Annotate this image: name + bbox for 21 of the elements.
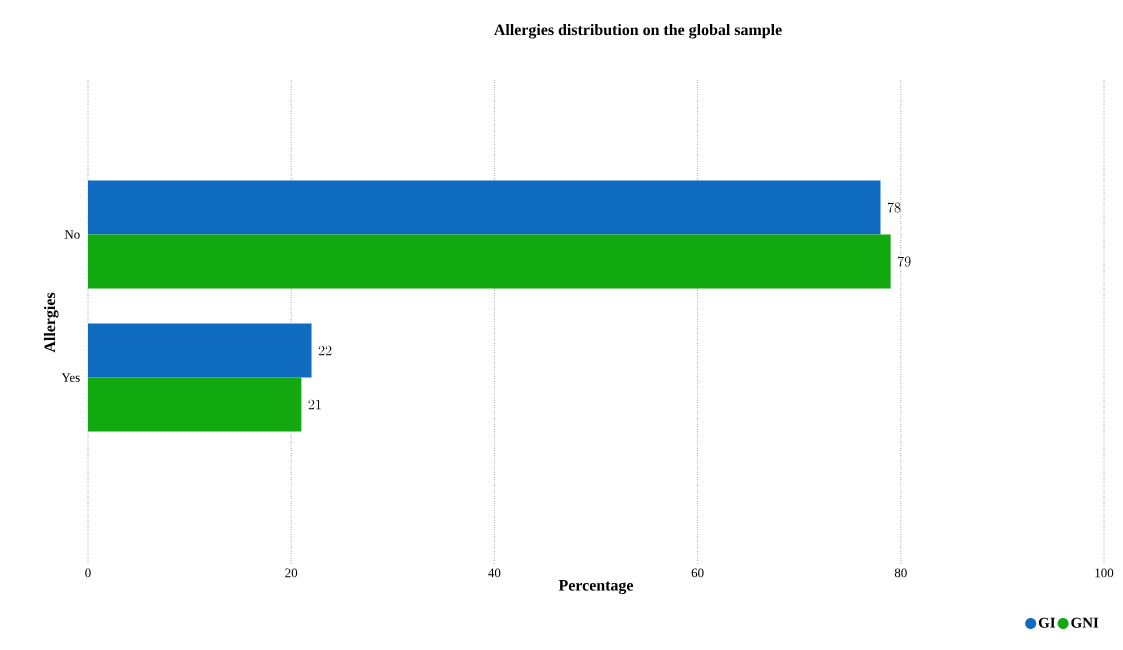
y-tick-label: No: [64, 230, 80, 239]
x-tick-label: 100: [1095, 568, 1114, 578]
x-tick-label: 40: [488, 568, 501, 578]
data-label: 21: [308, 399, 321, 410]
legend-label: GI: [1038, 617, 1056, 628]
bar: [88, 180, 881, 235]
legend-label: GNI: [1071, 617, 1099, 628]
x-axis-title: Percentage: [558, 580, 634, 595]
bar: [88, 377, 302, 432]
x-tick-label: 60: [691, 568, 704, 578]
y-tick-label: Yes: [61, 373, 80, 382]
data-label: 22: [318, 345, 332, 356]
x-tick-label: 80: [894, 568, 907, 578]
x-tick-label: 0: [85, 568, 91, 578]
bar: [88, 234, 891, 289]
data-label: 78: [887, 202, 901, 213]
y-axis-title: Allergies: [43, 292, 59, 353]
data-label: 79: [897, 256, 911, 267]
bar: [88, 323, 312, 378]
chart-title: Allergies distribution on the global sample: [494, 23, 782, 39]
x-tick-label: 20: [285, 568, 298, 578]
